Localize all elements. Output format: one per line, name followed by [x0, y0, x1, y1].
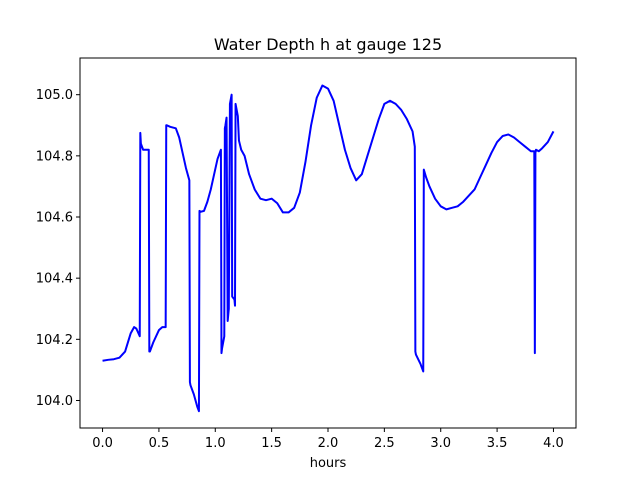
y-tick-label: 104.8 — [36, 149, 73, 164]
x-tick-label: 2.0 — [318, 436, 339, 451]
x-tick-label: 1.0 — [205, 436, 226, 451]
y-tick-label: 104.4 — [36, 272, 73, 287]
plot-area — [102, 84, 555, 413]
series-line-0 — [102, 84, 555, 413]
y-tick-label: 104.2 — [36, 333, 73, 348]
x-tick-label: 3.5 — [487, 436, 508, 451]
x-axis-label: hours — [310, 456, 347, 471]
x-tick-label: 2.5 — [374, 436, 395, 451]
chart-title: Water Depth h at gauge 125 — [214, 35, 442, 54]
x-axis: 0.0 0.5 1.0 1.5 2.0 2.5 3.0 3.5 4.0 — [92, 428, 564, 451]
y-tick-label: 105.0 — [36, 88, 73, 103]
y-tick-label: 104.6 — [36, 211, 73, 226]
x-tick-label: 0.0 — [92, 436, 113, 451]
x-tick-label: 3.0 — [430, 436, 451, 451]
y-axis: 104.0 104.2 104.4 104.6 104.8 105.0 — [36, 88, 80, 409]
x-tick-label: 0.5 — [149, 436, 170, 451]
x-tick-label: 1.5 — [261, 436, 282, 451]
y-tick-label: 104.0 — [36, 394, 73, 409]
x-tick-label: 4.0 — [543, 436, 564, 451]
